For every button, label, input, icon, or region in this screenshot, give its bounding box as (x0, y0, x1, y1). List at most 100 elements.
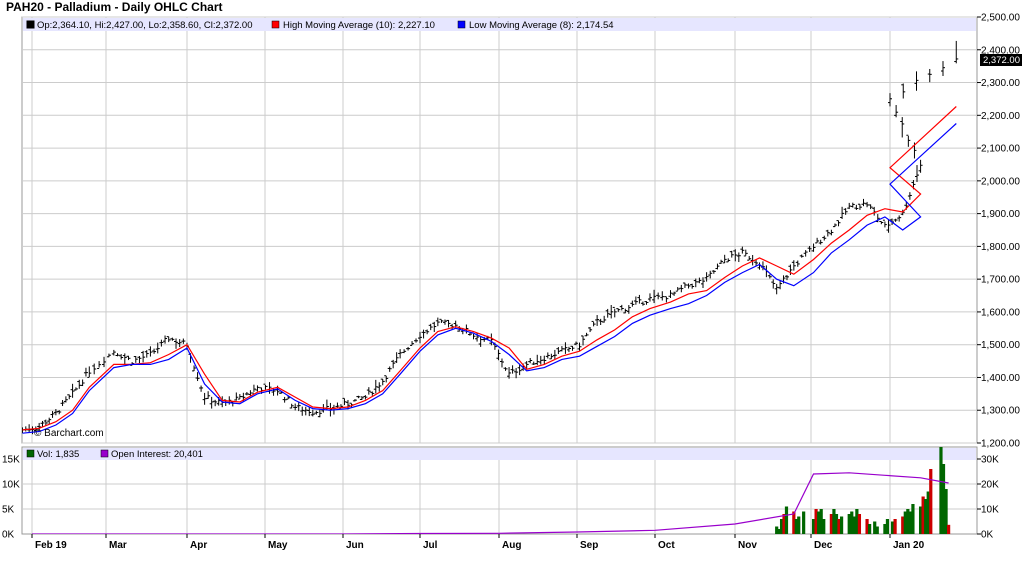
volume-bar (829, 514, 833, 534)
ohlc-bar (428, 323, 433, 331)
price-panel: Op:2,364.10, Hi:2,427.00, Lo:2,358.60, C… (21, 13, 1022, 450)
ohlc-bar (549, 353, 554, 360)
ohlc-bar (656, 292, 661, 300)
ohlc-bar (97, 361, 102, 370)
ohlc-bar (170, 337, 175, 341)
date-tick-label: Apr (190, 540, 207, 551)
volume-bar (926, 491, 930, 534)
volume-bar (921, 496, 925, 534)
ohlc-bar (799, 254, 804, 258)
last-price-box (980, 54, 1022, 66)
ohlc-bar (630, 300, 635, 307)
date-axis: Feb 19 Mar Apr May Jun Jul Aug Sep Oct Nov Dec Jan … (31, 534, 925, 551)
oi-tick-label: 10K (981, 505, 999, 516)
price-grid (22, 16, 977, 444)
date-tick-label: Aug (502, 540, 521, 551)
ohlc-bar (754, 259, 759, 267)
ohlc-bar (314, 410, 319, 415)
ohlc-bar (552, 349, 557, 360)
ohlc-bar (778, 280, 783, 290)
volume-bar (852, 516, 856, 534)
date-tick-label: Feb 19 (35, 540, 67, 551)
volume-bar (857, 514, 862, 534)
ohlc-bar (829, 229, 834, 236)
date-tick-label: Dec (814, 540, 833, 551)
ohlc-bar (711, 270, 716, 274)
ohlc-bar (377, 382, 382, 392)
ohlc-bar (317, 409, 322, 418)
legend-volume-text: Vol: 1,835 (37, 449, 79, 460)
ohlc-bar (106, 353, 111, 358)
high-ma-line (22, 106, 957, 431)
ohlc-bar (726, 258, 731, 263)
ohlc-bar (598, 318, 603, 326)
volume-tick-label: 0K (2, 530, 15, 541)
ohlc-bar (647, 293, 652, 302)
volume-bar (901, 516, 905, 534)
ohlc-bar (73, 387, 78, 391)
ohlc-bar (788, 264, 793, 276)
ohlc-bar (406, 346, 411, 351)
volume-bar (777, 529, 781, 534)
ohlc-bar (442, 319, 447, 325)
ohlc-bar (644, 301, 649, 305)
legend-high-ma: High Moving Average (10): 2,227.10 (271, 20, 435, 31)
ohlc-bar (686, 283, 691, 289)
volume-bar (873, 521, 877, 534)
ohlc-bar (660, 291, 665, 301)
volume-tick-label: 15K (2, 455, 20, 466)
ohlc-bar (609, 305, 614, 319)
ohlc-bar (166, 336, 171, 343)
date-tick-label: Oct (658, 540, 675, 551)
volume-bar (944, 489, 948, 534)
volume-axis: 0K 5K 10K 15K (2, 455, 20, 541)
date-tick-label: Sep (580, 540, 598, 551)
ohlc-bar (398, 349, 403, 359)
volume-bar (837, 519, 841, 534)
ohlc-bar (307, 406, 312, 417)
ohlc-bar (605, 308, 610, 318)
date-tick-label: Mar (109, 540, 127, 551)
oi-tick-label: 20K (981, 480, 999, 491)
ohlc-bar (868, 204, 873, 210)
ohlc-bar (192, 365, 197, 372)
ohlc-bar (679, 284, 684, 293)
ohlc-bar (566, 346, 571, 353)
volume-bar (847, 514, 851, 534)
ohlc-bar (697, 277, 702, 284)
ohlc-bar (366, 387, 371, 395)
price-tick-label: 2,100.00 (981, 144, 1020, 155)
ohlc-bar (174, 338, 179, 349)
oi-tick-label: 0K (981, 530, 994, 541)
volume-bar (868, 524, 872, 534)
ohlc-bar (743, 249, 748, 257)
ohlc-bar (573, 341, 578, 346)
price-tick-label: 2,400.00 (981, 45, 1020, 56)
ohlc-bar (496, 349, 501, 361)
ohlc-bar (380, 378, 385, 386)
last-price-marker: 2,372.00 (980, 54, 1022, 66)
ohlc-bar (345, 399, 350, 410)
ohlc-bar (619, 304, 624, 311)
price-tick-label: 2,300.00 (981, 78, 1020, 89)
ohlc-bar (514, 367, 519, 379)
low-ma-line (22, 123, 957, 434)
ohlc-bar (807, 245, 812, 252)
ohlc-bar (906, 134, 911, 147)
ohlc-bar (704, 272, 709, 282)
volume-bar (850, 511, 854, 534)
ohlc-bar (602, 315, 607, 323)
legend-high-ma-swatch (271, 20, 280, 29)
ohlc-bar (822, 235, 827, 241)
ohlc-bar (715, 263, 720, 270)
ohlc-bar (857, 203, 862, 210)
ohlc-bar (668, 290, 673, 298)
volume-bar (906, 509, 910, 534)
ohlc-bar (141, 350, 146, 363)
price-tick-label: 1,800.00 (981, 242, 1020, 253)
ohlc-bar (729, 250, 734, 258)
ohlc-bar (900, 117, 905, 138)
price-tick-label: 1,200.00 (981, 439, 1020, 450)
price-tick-label: 2,500.00 (981, 13, 1020, 24)
legend-low-ma-swatch (457, 20, 466, 29)
